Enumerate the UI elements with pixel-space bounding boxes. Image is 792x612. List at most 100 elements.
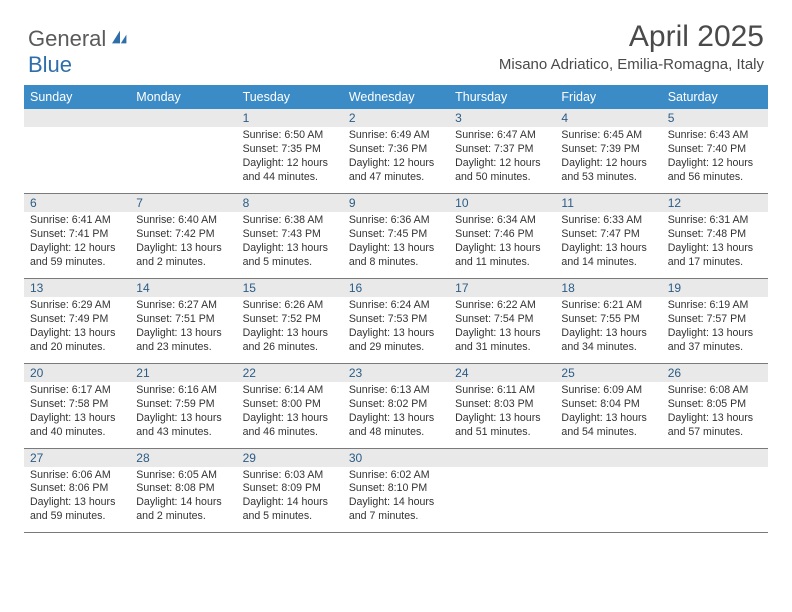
daylight-text: Daylight: 13 hours and 31 minutes. (455, 327, 549, 355)
daylight-text: Daylight: 13 hours and 2 minutes. (136, 242, 230, 270)
sunset-text: Sunset: 7:52 PM (243, 313, 337, 327)
sunset-text: Sunset: 8:05 PM (668, 398, 762, 412)
day-header: Thursday (449, 85, 555, 109)
sunrise-text: Sunrise: 6:49 AM (349, 129, 443, 143)
daylight-text: Daylight: 14 hours and 5 minutes. (243, 496, 337, 524)
sunrise-text: Sunrise: 6:43 AM (668, 129, 762, 143)
sunrise-text: Sunrise: 6:17 AM (30, 384, 124, 398)
date-cell: Sunrise: 6:14 AMSunset: 8:00 PMDaylight:… (237, 382, 343, 448)
date-cell: Sunrise: 6:34 AMSunset: 7:46 PMDaylight:… (449, 212, 555, 278)
date-number: 12 (662, 194, 768, 212)
date-number: 16 (343, 279, 449, 297)
sunrise-text: Sunrise: 6:38 AM (243, 214, 337, 228)
sunrise-text: Sunrise: 6:50 AM (243, 129, 337, 143)
date-cell: Sunrise: 6:26 AMSunset: 7:52 PMDaylight:… (237, 297, 343, 363)
sunset-text: Sunset: 7:41 PM (30, 228, 124, 242)
date-body-strip: Sunrise: 6:41 AMSunset: 7:41 PMDaylight:… (24, 212, 768, 278)
date-cell: Sunrise: 6:40 AMSunset: 7:42 PMDaylight:… (130, 212, 236, 278)
week-row: 27282930Sunrise: 6:06 AMSunset: 8:06 PMD… (24, 449, 768, 534)
sunset-text: Sunset: 8:02 PM (349, 398, 443, 412)
date-number (130, 109, 236, 127)
date-body-strip: Sunrise: 6:29 AMSunset: 7:49 PMDaylight:… (24, 297, 768, 363)
sunset-text: Sunset: 8:10 PM (349, 482, 443, 496)
sunset-text: Sunset: 8:08 PM (136, 482, 230, 496)
daylight-text: Daylight: 12 hours and 59 minutes. (30, 242, 124, 270)
date-cell: Sunrise: 6:16 AMSunset: 7:59 PMDaylight:… (130, 382, 236, 448)
sunrise-text: Sunrise: 6:41 AM (30, 214, 124, 228)
daylight-text: Daylight: 13 hours and 5 minutes. (243, 242, 337, 270)
sunrise-text: Sunrise: 6:36 AM (349, 214, 443, 228)
header: General April 2025 Misano Adriatico, Emi… (0, 0, 792, 79)
date-cell: Sunrise: 6:33 AMSunset: 7:47 PMDaylight:… (555, 212, 661, 278)
sunrise-text: Sunrise: 6:11 AM (455, 384, 549, 398)
daylight-text: Daylight: 13 hours and 34 minutes. (561, 327, 655, 355)
sunrise-text: Sunrise: 6:29 AM (30, 299, 124, 313)
day-header-row: Sunday Monday Tuesday Wednesday Thursday… (24, 85, 768, 109)
daylight-text: Daylight: 13 hours and 20 minutes. (30, 327, 124, 355)
day-header: Wednesday (343, 85, 449, 109)
date-number: 8 (237, 194, 343, 212)
sunset-text: Sunset: 7:39 PM (561, 143, 655, 157)
date-cell (449, 467, 555, 533)
date-number: 7 (130, 194, 236, 212)
date-number: 9 (343, 194, 449, 212)
sunrise-text: Sunrise: 6:16 AM (136, 384, 230, 398)
sunset-text: Sunset: 7:47 PM (561, 228, 655, 242)
date-cell: Sunrise: 6:09 AMSunset: 8:04 PMDaylight:… (555, 382, 661, 448)
date-number: 19 (662, 279, 768, 297)
date-number-strip: 12345 (24, 109, 768, 127)
date-number-strip: 20212223242526 (24, 364, 768, 382)
date-number (449, 449, 555, 467)
daylight-text: Daylight: 14 hours and 7 minutes. (349, 496, 443, 524)
daylight-text: Daylight: 12 hours and 53 minutes. (561, 157, 655, 185)
date-cell: Sunrise: 6:43 AMSunset: 7:40 PMDaylight:… (662, 127, 768, 193)
date-cell: Sunrise: 6:02 AMSunset: 8:10 PMDaylight:… (343, 467, 449, 533)
date-cell: Sunrise: 6:13 AMSunset: 8:02 PMDaylight:… (343, 382, 449, 448)
logo-sail-icon (108, 29, 130, 50)
date-cell: Sunrise: 6:36 AMSunset: 7:45 PMDaylight:… (343, 212, 449, 278)
date-cell: Sunrise: 6:47 AMSunset: 7:37 PMDaylight:… (449, 127, 555, 193)
date-cell: Sunrise: 6:41 AMSunset: 7:41 PMDaylight:… (24, 212, 130, 278)
date-number: 14 (130, 279, 236, 297)
date-cell: Sunrise: 6:08 AMSunset: 8:05 PMDaylight:… (662, 382, 768, 448)
daylight-text: Daylight: 13 hours and 57 minutes. (668, 412, 762, 440)
date-number: 25 (555, 364, 661, 382)
daylight-text: Daylight: 13 hours and 29 minutes. (349, 327, 443, 355)
sunrise-text: Sunrise: 6:27 AM (136, 299, 230, 313)
date-body-strip: Sunrise: 6:06 AMSunset: 8:06 PMDaylight:… (24, 467, 768, 533)
date-cell: Sunrise: 6:11 AMSunset: 8:03 PMDaylight:… (449, 382, 555, 448)
sunset-text: Sunset: 7:36 PM (349, 143, 443, 157)
date-number: 15 (237, 279, 343, 297)
daylight-text: Daylight: 13 hours and 14 minutes. (561, 242, 655, 270)
week-row: 20212223242526Sunrise: 6:17 AMSunset: 7:… (24, 364, 768, 449)
date-number-strip: 6789101112 (24, 194, 768, 212)
sunset-text: Sunset: 7:58 PM (30, 398, 124, 412)
date-cell: Sunrise: 6:50 AMSunset: 7:35 PMDaylight:… (237, 127, 343, 193)
date-number: 26 (662, 364, 768, 382)
date-number: 28 (130, 449, 236, 467)
sunset-text: Sunset: 7:59 PM (136, 398, 230, 412)
daylight-text: Daylight: 13 hours and 48 minutes. (349, 412, 443, 440)
daylight-text: Daylight: 13 hours and 8 minutes. (349, 242, 443, 270)
daylight-text: Daylight: 13 hours and 17 minutes. (668, 242, 762, 270)
sunset-text: Sunset: 7:57 PM (668, 313, 762, 327)
date-number: 23 (343, 364, 449, 382)
date-number: 20 (24, 364, 130, 382)
daylight-text: Daylight: 13 hours and 54 minutes. (561, 412, 655, 440)
daylight-text: Daylight: 13 hours and 51 minutes. (455, 412, 549, 440)
sunset-text: Sunset: 7:40 PM (668, 143, 762, 157)
sunset-text: Sunset: 7:55 PM (561, 313, 655, 327)
sunset-text: Sunset: 7:48 PM (668, 228, 762, 242)
date-cell: Sunrise: 6:22 AMSunset: 7:54 PMDaylight:… (449, 297, 555, 363)
sunrise-text: Sunrise: 6:14 AM (243, 384, 337, 398)
week-row: 13141516171819Sunrise: 6:29 AMSunset: 7:… (24, 279, 768, 364)
date-number: 21 (130, 364, 236, 382)
sunrise-text: Sunrise: 6:40 AM (136, 214, 230, 228)
sunrise-text: Sunrise: 6:03 AM (243, 469, 337, 483)
date-number: 4 (555, 109, 661, 127)
date-body-strip: Sunrise: 6:50 AMSunset: 7:35 PMDaylight:… (24, 127, 768, 193)
sunset-text: Sunset: 7:43 PM (243, 228, 337, 242)
logo-text-blue: Blue (28, 52, 72, 77)
date-cell (555, 467, 661, 533)
sunrise-text: Sunrise: 6:06 AM (30, 469, 124, 483)
